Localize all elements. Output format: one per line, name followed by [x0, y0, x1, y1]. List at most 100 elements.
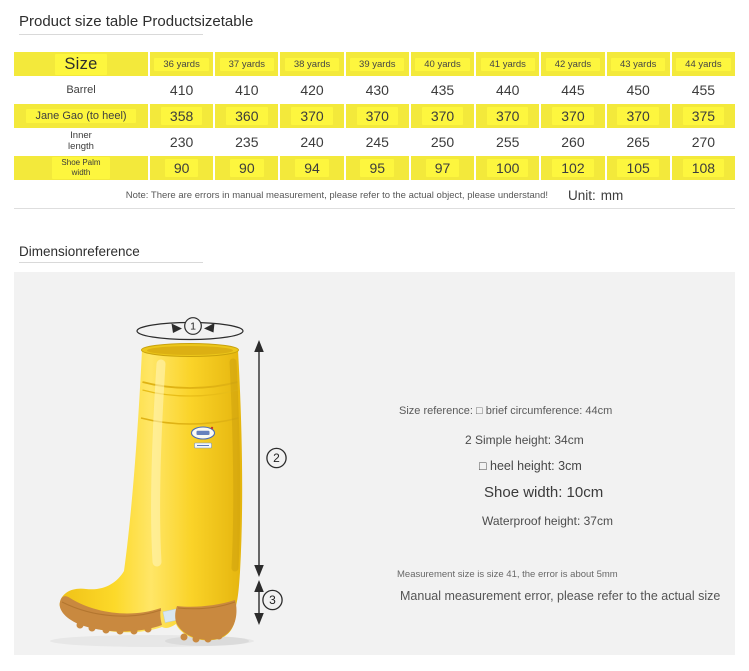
cell-r3-c0: 90 — [150, 156, 214, 180]
cell-r3-c6-text: 102 — [552, 159, 594, 177]
column-header-43-yards-text: 43 yards — [610, 57, 666, 71]
row-label-2-text: Inner length — [68, 130, 94, 152]
column-header-39-yards: 39 yards — [345, 52, 409, 76]
annotation-shaft-height — [254, 340, 287, 577]
boot-diagram: 1 2 3 — [50, 317, 287, 647]
cell-r0-c2: 420 — [280, 78, 343, 102]
cell-r1-c1: 360 — [215, 104, 279, 128]
annotation-label-3: 3 — [269, 593, 276, 607]
arrow-right-icon — [171, 323, 182, 333]
size-reference-note: Size reference: □ brief circumference: 4… — [399, 405, 613, 417]
cell-r3-c8-text: 108 — [682, 159, 725, 177]
table-note-row: Note: There are errors in manual measure… — [14, 182, 735, 209]
measurement-error-note: Measurement size is size 41, the error i… — [397, 569, 618, 580]
cell-r1-c4: 370 — [410, 104, 475, 128]
size-table: Size 36 yards 37 yards 38 yards 39 yards 40 y… — [14, 52, 735, 209]
arrow-up-icon — [254, 580, 264, 592]
column-header-42-yards: 42 yards — [541, 52, 605, 76]
row-label-1: Jane Gao (to heel) — [14, 104, 148, 128]
cell-r3-c7: 105 — [606, 156, 670, 180]
column-header-37-yards: 37 yards — [215, 52, 279, 76]
heel-height-note: □ heel height: 3cm — [479, 459, 582, 473]
cell-r0-c8-text: 455 — [691, 82, 716, 98]
arrow-up-icon — [254, 340, 264, 352]
cell-r2-c1-text: 235 — [235, 134, 259, 150]
column-header-38-yards-text: 38 yards — [284, 57, 340, 71]
size-corner-cell-text: Size — [55, 53, 107, 75]
cell-r3-c8: 108 — [671, 156, 735, 180]
column-header-42-yards-text: 42 yards — [545, 57, 601, 71]
cell-r1-c2: 370 — [280, 104, 344, 128]
cell-r2-c1: 235 — [215, 130, 278, 154]
column-header-44-yards-text: 44 yards — [676, 57, 731, 71]
cell-r1-c6: 370 — [541, 104, 605, 128]
cell-r2-c5-text: 255 — [496, 134, 520, 150]
cell-r2-c0: 230 — [150, 130, 213, 154]
arrow-down-icon — [254, 613, 264, 625]
column-header-41-yards: 41 yards — [476, 52, 540, 76]
cell-r2-c3: 245 — [346, 130, 409, 154]
size-table-title: Product size table Productsizetable — [19, 13, 254, 30]
shoe-width-note: Shoe width: 10cm — [484, 484, 604, 501]
cell-r1-c3-text: 370 — [356, 107, 398, 125]
cell-r1-c2-text: 370 — [291, 107, 333, 125]
size-grid: Size 36 yards 37 yards 38 yards 39 yards 40 y… — [14, 52, 735, 180]
cell-r1-c1-text: 360 — [226, 107, 268, 125]
column-header-39-yards-text: 39 yards — [350, 57, 405, 71]
cell-r2-c6: 260 — [541, 130, 604, 154]
column-header-44-yards: 44 yards — [671, 52, 735, 76]
cell-r3-c1-text: 90 — [230, 159, 264, 177]
sole-tread — [76, 621, 223, 643]
cell-r0-c5-text: 440 — [496, 82, 520, 98]
cell-r0-c7: 450 — [607, 78, 670, 102]
annotation-label-2: 2 — [273, 451, 280, 465]
cell-r0-c7-text: 450 — [626, 82, 650, 98]
cell-r1-c4-text: 370 — [421, 107, 464, 125]
dimension-panel: 1 2 3 Size reference: □ brief circumfere… — [14, 272, 735, 655]
row-label-2: Inner length — [14, 130, 148, 154]
cell-r3-c5-text: 100 — [487, 159, 529, 177]
cell-r1-c5-text: 370 — [487, 107, 529, 125]
row-label-0: Barrel — [14, 78, 148, 102]
cell-r2-c3-text: 245 — [365, 134, 389, 150]
annotation-circumference — [136, 317, 244, 341]
cell-r2-c2-text: 240 — [300, 134, 324, 150]
cell-r3-c6: 102 — [541, 156, 605, 180]
column-header-38-yards: 38 yards — [280, 52, 344, 76]
cell-r0-c6-text: 445 — [561, 82, 585, 98]
column-header-40-yards: 40 yards — [410, 52, 475, 76]
cell-r0-c0-text: 410 — [169, 82, 194, 98]
cell-r1-c0: 358 — [150, 104, 214, 128]
cell-r0-c1: 410 — [215, 78, 278, 102]
cell-r0-c1-text: 410 — [235, 82, 259, 98]
measurement-note: Note: There are errors in manual measure… — [125, 189, 549, 201]
cell-r3-c3-text: 95 — [360, 159, 395, 177]
annotation-label-1: 1 — [190, 320, 196, 332]
annotation-heel-height — [254, 580, 283, 625]
cell-r1-c7: 370 — [606, 104, 670, 128]
cell-r2-c4-text: 250 — [430, 134, 455, 150]
cell-r3-c0-text: 90 — [164, 159, 199, 177]
cell-r0-c4-text: 435 — [430, 82, 455, 98]
cell-r3-c1: 90 — [215, 156, 279, 180]
column-header-40-yards-text: 40 yards — [415, 57, 470, 71]
cell-r0-c4: 435 — [411, 78, 474, 102]
size-corner-cell: Size — [14, 52, 148, 76]
dimension-title: Dimensionreference — [19, 244, 140, 259]
title-underline — [19, 34, 203, 35]
cell-r1-c3: 370 — [345, 104, 409, 128]
cell-r2-c7: 265 — [607, 130, 670, 154]
column-header-43-yards: 43 yards — [606, 52, 670, 76]
cell-r0-c8: 455 — [672, 78, 735, 102]
cell-r2-c8-text: 270 — [691, 134, 716, 150]
cell-r1-c7-text: 370 — [617, 107, 659, 125]
arrow-down-icon — [254, 565, 264, 577]
cell-r2-c0-text: 230 — [169, 134, 194, 150]
cell-r2-c6-text: 260 — [561, 134, 585, 150]
cell-r3-c4: 97 — [410, 156, 475, 180]
cell-r3-c2-text: 94 — [295, 159, 329, 177]
cell-r0-c6: 445 — [541, 78, 604, 102]
column-header-36-yards: 36 yards — [150, 52, 214, 76]
manual-error-note: Manual measurement error, please refer t… — [400, 589, 721, 603]
